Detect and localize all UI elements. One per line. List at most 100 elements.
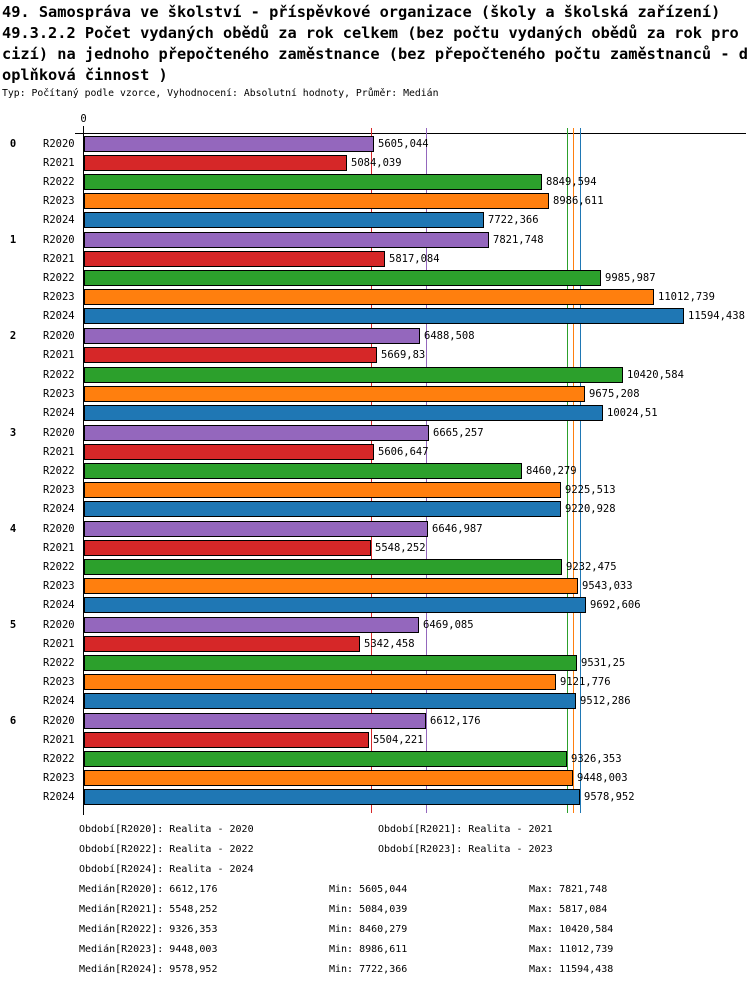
bar-R2020 <box>84 136 374 152</box>
bar-row-label: R2022 <box>43 176 75 188</box>
stat-max: Max: 10420,584 <box>529 924 614 935</box>
bar-value-label: 8849,594 <box>546 176 597 188</box>
bar-value-label: 9531,25 <box>581 657 626 669</box>
bar-row-label: R2022 <box>43 465 75 477</box>
page-title-line: 49.3.2.2 Počet vydaných obědů za rok cel… <box>2 24 739 42</box>
bar-R2021 <box>84 540 371 556</box>
group-label: 5 <box>9 619 17 631</box>
bar-row-label: R2022 <box>43 753 75 765</box>
bar-row-label: R2024 <box>43 791 75 803</box>
bar-R2021 <box>84 347 377 363</box>
bar-value-label: 6612,176 <box>430 715 481 727</box>
stat-min: Min: 5084,039 <box>329 904 408 915</box>
stat-max: Max: 7821,748 <box>529 884 608 895</box>
bar-R2020 <box>84 425 429 441</box>
stat-median: Medián[R2020]: 6612,176 <box>79 884 218 895</box>
bar-row-label: R2022 <box>43 657 75 669</box>
bar-R2020 <box>84 232 489 248</box>
bar-R2020 <box>84 521 428 537</box>
bar-R2022 <box>84 559 562 575</box>
bar-row-label: R2022 <box>43 369 75 381</box>
legend-item: Období[R2023]: Realita - 2023 <box>378 844 553 855</box>
bar-value-label: 5605,044 <box>378 138 429 150</box>
bar-value-label: 7821,748 <box>493 234 544 246</box>
bar-row-label: R2021 <box>43 349 75 361</box>
bar-row-label: R2023 <box>43 484 75 496</box>
bar-row-label: R2020 <box>43 427 75 439</box>
legend-item: Období[R2022]: Realita - 2022 <box>79 844 254 855</box>
bar-value-label: 8986,611 <box>553 195 604 207</box>
stat-min: Min: 5605,044 <box>329 884 408 895</box>
bar-value-label: 9543,033 <box>582 580 633 592</box>
bar-value-label: 10420,584 <box>627 369 684 381</box>
bar-value-label: 6469,085 <box>423 619 474 631</box>
bar-row-label: R2023 <box>43 291 75 303</box>
bar-row-label: R2024 <box>43 599 75 611</box>
bar-value-label: 9578,952 <box>584 791 635 803</box>
bar-row-label: R2023 <box>43 772 75 784</box>
bar-R2023 <box>84 674 556 690</box>
group-label: 3 <box>9 427 17 439</box>
bar-row-label: R2021 <box>43 542 75 554</box>
bar-value-label: 9985,987 <box>605 272 656 284</box>
bar-R2023 <box>84 770 573 786</box>
bar-value-label: 6488,508 <box>424 330 475 342</box>
bar-row-label: R2022 <box>43 272 75 284</box>
stat-max: Max: 11594,438 <box>529 964 614 975</box>
legend-item: Období[R2020]: Realita - 2020 <box>79 824 254 835</box>
bar-R2024 <box>84 405 603 421</box>
bar-R2020 <box>84 617 419 633</box>
y-axis-line <box>83 133 84 815</box>
bar-R2023 <box>84 386 585 402</box>
bar-row-label: R2021 <box>43 734 75 746</box>
bar-row-label: R2024 <box>43 503 75 515</box>
bar-value-label: 11012,739 <box>658 291 715 303</box>
bar-value-label: 9225,513 <box>565 484 616 496</box>
bar-row-label: R2020 <box>43 234 75 246</box>
bar-R2024 <box>84 693 576 709</box>
bar-row-label: R2024 <box>43 214 75 226</box>
bar-R2024 <box>84 212 484 228</box>
bar-row-label: R2020 <box>43 330 75 342</box>
bar-R2024 <box>84 308 684 324</box>
group-label: 6 <box>9 715 17 727</box>
bar-value-label: 9121,776 <box>560 676 611 688</box>
bar-R2021 <box>84 732 369 748</box>
bar-R2022 <box>84 270 601 286</box>
bar-value-label: 9220,928 <box>565 503 616 515</box>
page-title-line: oplňková činnost ) <box>2 66 168 84</box>
bar-value-label: 9232,475 <box>566 561 617 573</box>
bar-R2022 <box>84 367 623 383</box>
bar-R2022 <box>84 174 542 190</box>
bar-row-label: R2024 <box>43 310 75 322</box>
bar-row-label: R2021 <box>43 446 75 458</box>
bar-R2021 <box>84 444 374 460</box>
bar-R2023 <box>84 482 561 498</box>
bar-row-label: R2024 <box>43 695 75 707</box>
median-line-R2024 <box>580 128 581 813</box>
bar-row-label: R2023 <box>43 676 75 688</box>
bar-R2024 <box>84 597 586 613</box>
bar-R2020 <box>84 713 426 729</box>
bar-R2021 <box>84 155 347 171</box>
chart-subtitle: Typ: Počítaný podle vzorce, Vyhodnocení:… <box>2 88 439 99</box>
bar-value-label: 9512,286 <box>580 695 631 707</box>
median-line-R2023 <box>573 128 574 813</box>
stat-median: Medián[R2021]: 5548,252 <box>79 904 218 915</box>
stat-median: Medián[R2022]: 9326,353 <box>79 924 218 935</box>
page-title: 49. Samospráva ve školství - příspěvkové… <box>2 3 721 21</box>
bar-R2024 <box>84 501 561 517</box>
bar-R2022 <box>84 463 522 479</box>
stat-median: Medián[R2024]: 9578,952 <box>79 964 218 975</box>
legend-item: Období[R2024]: Realita - 2024 <box>79 864 254 875</box>
group-label: 0 <box>9 138 17 150</box>
stat-min: Min: 7722,366 <box>329 964 408 975</box>
bar-value-label: 10024,51 <box>607 407 658 419</box>
bar-R2022 <box>84 655 577 671</box>
bar-value-label: 6665,257 <box>433 427 484 439</box>
bar-row-label: R2020 <box>43 138 75 150</box>
bar-value-label: 5606,647 <box>378 446 429 458</box>
stat-median: Medián[R2023]: 9448,003 <box>79 944 218 955</box>
bar-R2023 <box>84 289 654 305</box>
